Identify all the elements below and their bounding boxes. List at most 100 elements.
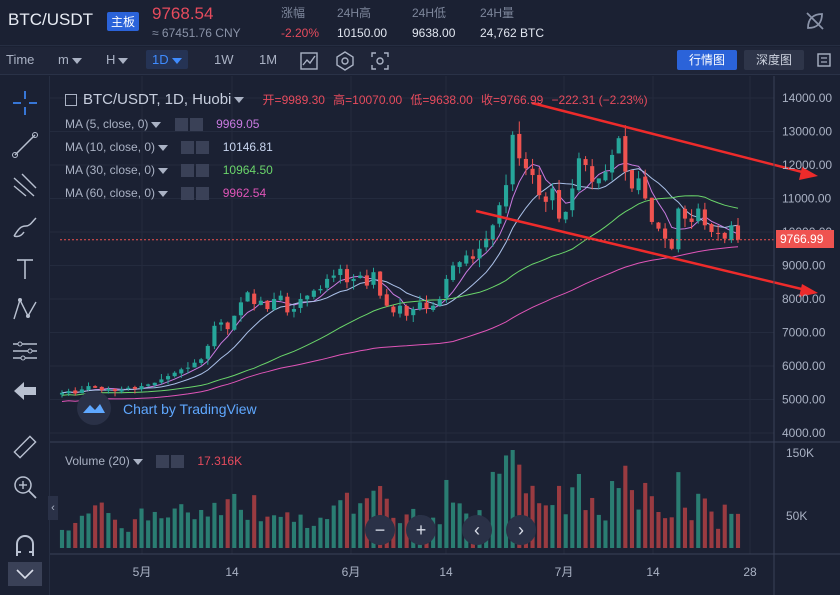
price-tick-label: 9000.00 — [782, 259, 826, 273]
time-tick-label: 28 — [743, 565, 757, 579]
candle-body — [557, 190, 562, 219]
candle-body — [232, 315, 237, 330]
ohlc-legend: BTC/USDT, 1D, Huobi 开=9989.30 高=10070.00… — [65, 91, 648, 108]
pattern-tool-icon[interactable] — [10, 294, 40, 324]
volume-bar — [696, 493, 701, 548]
price-tick-label: 12000.00 — [782, 158, 832, 172]
volume-bar — [603, 520, 608, 548]
time-tick-label: 14 — [225, 565, 239, 579]
candle-body — [258, 300, 263, 305]
crosshair-icon[interactable] — [10, 88, 40, 118]
time-button[interactable]: Time — [6, 52, 35, 67]
volume-bar — [232, 493, 237, 548]
brush-icon[interactable] — [10, 212, 40, 242]
screenshot-icon[interactable] — [369, 50, 391, 72]
candle-body — [397, 305, 403, 314]
magnet-icon[interactable] — [10, 530, 40, 560]
time-axis[interactable]: 5月 14 6月 14 7月 14 28 — [133, 565, 757, 579]
volume-bar — [159, 518, 164, 548]
volume-bar — [682, 507, 688, 548]
candle-body — [676, 208, 681, 250]
volume-bar — [152, 511, 157, 548]
volume-bar — [344, 492, 350, 548]
collapse-legend-icon[interactable] — [65, 94, 77, 107]
chevron-down-icon[interactable] — [234, 97, 245, 104]
ma-legend-10[interactable]: MA (10, close, 0) 10146.81 — [65, 140, 273, 155]
tradingview-watermark[interactable]: Chart by TradingView — [77, 391, 277, 427]
candle-body — [185, 367, 190, 369]
candle-body — [165, 376, 171, 380]
scroll-right-button[interactable]: › — [506, 515, 536, 545]
ma-line — [61, 195, 739, 396]
candle-body — [73, 390, 78, 394]
volume-tick-label: 50K — [786, 509, 807, 523]
zoom-out-button[interactable]: − — [365, 515, 395, 545]
settings-icon — [181, 164, 195, 178]
volume-tick-label: 150K — [786, 446, 814, 460]
interval-1w-button[interactable]: 1W — [214, 52, 234, 67]
volume-bar — [616, 488, 621, 548]
volume-bar — [119, 528, 124, 548]
symbol-title[interactable]: BTC/USDT — [8, 10, 93, 29]
chart-type-icon[interactable] — [298, 50, 320, 72]
volume-bar — [510, 450, 515, 548]
ma-legend-30[interactable]: MA (30, close, 0) 10964.50 — [65, 163, 273, 178]
interval-1d-button[interactable]: 1D — [146, 50, 188, 69]
candle-body — [563, 211, 568, 220]
chevron-down-icon — [158, 144, 169, 151]
ma-legend-5[interactable]: MA (5, close, 0) 9969.05 — [65, 117, 260, 132]
candle-body — [689, 218, 694, 222]
ma-legend-60[interactable]: MA (60, close, 0) 9962.54 — [65, 186, 267, 201]
price-axis[interactable]: 14000.0013000.0012000.0011000.0010000.00… — [782, 91, 832, 523]
arrow-head-icon — [799, 167, 818, 180]
volume-bar — [358, 503, 363, 548]
volume-bar — [265, 516, 270, 548]
collapse-toolbar-handle[interactable]: ‹ — [48, 496, 58, 520]
chart-grid — [50, 76, 774, 554]
time-tick-label: 14 — [646, 565, 660, 579]
candle-body — [729, 225, 734, 241]
volume-bar — [450, 502, 456, 548]
volume-bar — [132, 519, 137, 548]
time-tick-label: 6月 — [342, 565, 361, 579]
volume-bar — [238, 509, 243, 548]
ruler-icon[interactable] — [10, 432, 40, 462]
arrow-left-icon[interactable] — [10, 376, 40, 406]
candle-body — [351, 278, 356, 282]
candle-body — [576, 158, 581, 191]
candle-body — [444, 278, 449, 299]
candle-body — [205, 345, 210, 359]
open-value: 开=9989.30 — [262, 93, 325, 107]
candle-body — [663, 228, 668, 239]
depth-chart-button[interactable]: 深度图 — [744, 50, 804, 70]
zoom-in-icon[interactable] — [10, 472, 40, 502]
leaf-off-icon[interactable] — [804, 10, 826, 32]
chevron-down-icon[interactable] — [8, 562, 42, 586]
volume-bar — [245, 519, 250, 548]
text-tool-icon[interactable] — [10, 254, 40, 284]
volume-bar — [73, 522, 78, 548]
hour-dropdown[interactable]: H — [106, 52, 129, 67]
indicator-settings-icon[interactable] — [334, 50, 356, 72]
measure-tool-icon[interactable] — [10, 336, 40, 366]
candle-body — [583, 159, 588, 165]
stat-change: 涨幅 -2.20% — [281, 6, 320, 40]
minute-dropdown[interactable]: m — [58, 52, 82, 67]
fullscreen-icon[interactable] — [816, 52, 832, 68]
volume-legend[interactable]: Volume (20) 17.316K — [65, 454, 243, 469]
interval-1m-button[interactable]: 1M — [259, 52, 278, 67]
quote-chart-button[interactable]: 行情图 — [677, 50, 737, 70]
volume-bar — [86, 513, 91, 548]
candle-body — [391, 306, 396, 313]
trend-line-icon[interactable] — [10, 130, 40, 160]
candle-body — [212, 325, 217, 347]
zoom-in-button[interactable]: + — [406, 515, 436, 545]
candle-body — [603, 171, 608, 181]
scroll-left-button[interactable]: ‹ — [462, 515, 492, 545]
candle-body — [431, 305, 436, 310]
price-tick-label: 8000.00 — [782, 292, 826, 306]
price-tick-label: 6000.00 — [782, 359, 826, 373]
fib-tool-icon[interactable] — [10, 170, 40, 200]
lower-trend-arrow — [475, 209, 811, 293]
volume-bar — [576, 473, 581, 548]
